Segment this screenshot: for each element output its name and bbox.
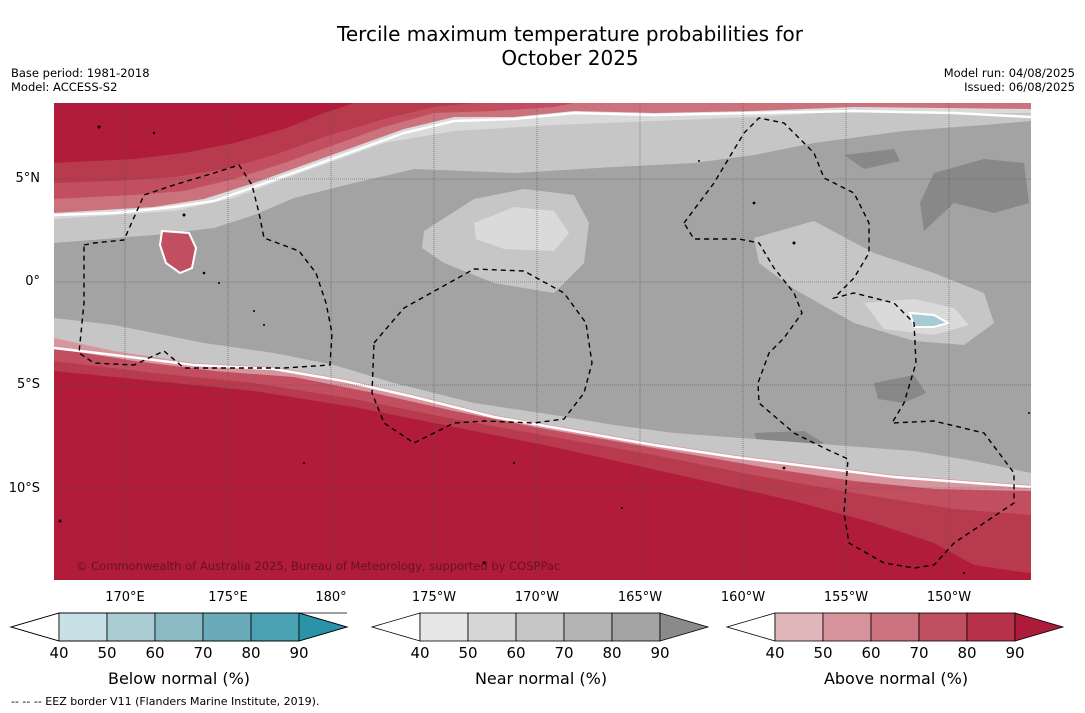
colorbar-near-label: Near normal (%) bbox=[474, 669, 608, 688]
cb-above-tick: 70 bbox=[909, 644, 929, 662]
colorbar-above-bin-4 bbox=[966, 612, 1016, 642]
cb-above-tick: 50 bbox=[813, 644, 833, 662]
near-normal-dark-patch-2 bbox=[874, 375, 926, 403]
colorbar-near-bin-0 bbox=[419, 612, 469, 642]
model-name: Model: ACCESS-S2 bbox=[11, 80, 118, 94]
probability-map: © Commonwealth of Australia 2025, Bureau… bbox=[54, 103, 1031, 580]
copyright-text: © Commonwealth of Australia 2025, Bureau… bbox=[76, 559, 560, 573]
cb-below-tick: 40 bbox=[49, 644, 69, 662]
cb-below-tick: 90 bbox=[289, 644, 309, 662]
colorbar-above-bin-2 bbox=[870, 612, 920, 642]
cb-below-tick: 60 bbox=[145, 644, 165, 662]
south-white-contour bbox=[54, 346, 1031, 489]
cb-near-tick: 60 bbox=[506, 644, 526, 662]
near-normal-dark-patch-4 bbox=[844, 149, 900, 169]
eez-footnote: -- -- -- EEZ border V11 (Flanders Marine… bbox=[11, 695, 320, 708]
lon-label-175w: 175°W bbox=[411, 590, 457, 605]
lat-label-10s: 10°S bbox=[8, 481, 40, 496]
colorbar-above-high-arrow bbox=[1014, 612, 1065, 642]
cb-above-tick: 90 bbox=[1005, 644, 1025, 662]
above-normal-north-90 bbox=[54, 103, 354, 163]
issued-date: Issued: 06/08/2025 bbox=[964, 80, 1075, 94]
colorbar-below-label: Below normal (%) bbox=[107, 669, 251, 688]
above-normal-island-patch bbox=[158, 229, 198, 275]
colorbar-above-low-arrow bbox=[725, 612, 776, 642]
colorbar-below-high-arrow bbox=[298, 612, 349, 642]
lon-label-150w: 150°W bbox=[926, 590, 972, 605]
cb-above-tick: 40 bbox=[765, 644, 785, 662]
cb-near-tick: 90 bbox=[650, 644, 670, 662]
above-normal-south-90 bbox=[54, 371, 1031, 580]
colorbar-near-bin-1 bbox=[467, 612, 517, 642]
near-normal-dark-patch-1 bbox=[920, 159, 1029, 231]
colorbar-near-high-arrow bbox=[659, 612, 710, 642]
meta-left: Base period: 1981-2018 Model: ACCESS-S2 bbox=[11, 66, 150, 94]
colorbar-below-low-arrow bbox=[9, 612, 60, 642]
lon-label-160w: 160°W bbox=[720, 590, 766, 605]
colorbar-below-bin-3 bbox=[202, 612, 252, 642]
lon-label-155w: 155°W bbox=[823, 590, 869, 605]
lon-label-170w: 170°W bbox=[514, 590, 560, 605]
colorbar-strip bbox=[9, 612, 1065, 642]
title-line-1: Tercile maximum temperature probabilitie… bbox=[337, 22, 803, 46]
colorbar-above-bin-0 bbox=[774, 612, 824, 642]
title-line-2: October 2025 bbox=[501, 46, 639, 70]
lat-label-5n: 5°N bbox=[15, 171, 41, 186]
cb-below-tick: 50 bbox=[97, 644, 117, 662]
colorbar-below bbox=[9, 612, 349, 642]
cb-above-tick: 60 bbox=[861, 644, 881, 662]
graticule bbox=[54, 103, 1031, 580]
colorbar-near-bin-3 bbox=[563, 612, 613, 642]
meta-right: Model run: 04/08/2025 Issued: 06/08/2025 bbox=[944, 66, 1075, 94]
colorbar-below-bin-2 bbox=[154, 612, 204, 642]
colorbar-below-bin-1 bbox=[106, 612, 156, 642]
base-period: Base period: 1981-2018 bbox=[11, 66, 150, 80]
cb-near-tick: 70 bbox=[554, 644, 574, 662]
colorbar-near-low-arrow bbox=[370, 612, 421, 642]
lon-label-175e: 175°E bbox=[208, 590, 248, 605]
map-title: Tercile maximum temperature probabilitie… bbox=[0, 22, 1085, 70]
colorbar-above-label: Above normal (%) bbox=[823, 669, 969, 688]
model-run: Model run: 04/08/2025 bbox=[943, 66, 1075, 80]
colorbar-above bbox=[725, 612, 1065, 642]
cb-above-tick: 80 bbox=[957, 644, 977, 662]
near-normal-lighter-blob-central bbox=[474, 207, 569, 251]
colorbar-above-bin-1 bbox=[822, 612, 872, 642]
eez-borders bbox=[78, 117, 1015, 569]
lon-label-170e: 170°E bbox=[105, 590, 145, 605]
cb-below-tick: 70 bbox=[193, 644, 213, 662]
colorbar-near-bin-4 bbox=[611, 612, 661, 642]
north-white-contour bbox=[54, 109, 1031, 217]
lat-label-5s: 5°S bbox=[16, 377, 40, 392]
cb-near-tick: 40 bbox=[410, 644, 430, 662]
colorbar-below-bin-0 bbox=[58, 612, 108, 642]
cb-near-tick: 80 bbox=[602, 644, 622, 662]
cb-near-tick: 50 bbox=[458, 644, 478, 662]
islands bbox=[58, 125, 1030, 574]
colorbar-near bbox=[370, 612, 710, 642]
colorbar-near-bin-2 bbox=[515, 612, 565, 642]
colorbar-above-bin-3 bbox=[918, 612, 968, 642]
cb-below-tick: 80 bbox=[241, 644, 261, 662]
lon-label-165w: 165°W bbox=[617, 590, 663, 605]
lat-label-0: 0° bbox=[25, 274, 40, 289]
below-normal-blob bbox=[908, 311, 951, 328]
lon-label-180: 180° bbox=[315, 590, 347, 605]
colorbar-below-bin-4 bbox=[250, 612, 300, 642]
